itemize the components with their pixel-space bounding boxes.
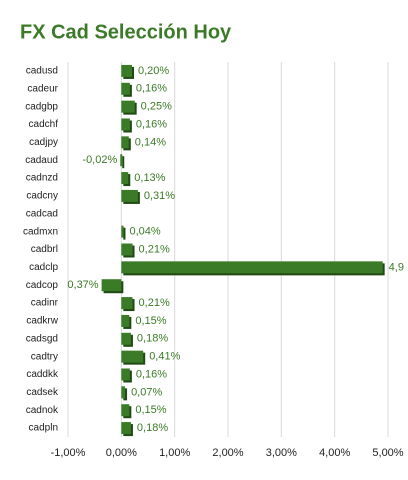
x-tick-label: 1,00% (159, 447, 190, 459)
value-label: 0,15% (135, 404, 166, 416)
value-label: 0,18% (137, 422, 168, 434)
y-tick-label: cadpln (29, 423, 58, 434)
bar (121, 332, 131, 345)
y-tick-label: cadcny (26, 191, 58, 202)
bar (121, 136, 129, 149)
value-label: 0,18% (137, 333, 168, 345)
y-tick-label: cadnok (26, 405, 59, 416)
bar (121, 314, 130, 327)
bar (121, 225, 124, 238)
bar (121, 189, 138, 202)
y-tick-label: cadcad (26, 208, 58, 219)
value-label: 4,9 (389, 261, 404, 273)
bar (121, 350, 144, 363)
y-tick-label: cadaud (25, 155, 58, 166)
value-label: 0,41% (149, 351, 180, 363)
value-label: 0,13% (134, 172, 165, 184)
bar (121, 368, 130, 381)
value-label: 0,21% (139, 243, 170, 255)
y-tick-label: caddkk (26, 369, 59, 380)
value-label: 0,15% (135, 315, 166, 327)
y-tick-label: cadnzd (26, 173, 58, 184)
value-label: 0,04% (129, 226, 160, 238)
y-tick-label: cadinr (31, 298, 59, 309)
y-tick-label: cadjpy (29, 137, 58, 148)
value-label: 0,20% (138, 65, 169, 77)
bar-shadow (122, 156, 125, 169)
value-label: 0,37% (67, 279, 98, 291)
value-label: -0,02% (82, 154, 117, 166)
bar (121, 422, 131, 435)
x-tick-label: 3,00% (266, 447, 297, 459)
y-tick-label: cadchf (29, 119, 59, 130)
x-tick-label: 0,00% (106, 447, 137, 459)
bar (121, 243, 133, 256)
bar (120, 154, 123, 167)
x-tick-label: -1,00% (51, 447, 86, 459)
value-label: 0,16% (136, 83, 167, 95)
y-tick-label: cadtry (31, 351, 58, 362)
bar (121, 261, 383, 274)
bar (121, 100, 135, 113)
bar (121, 172, 129, 185)
x-tick-label: 2,00% (212, 447, 243, 459)
bar-shadow (123, 388, 128, 401)
y-tick-label: cadsek (26, 387, 59, 398)
y-tick-label: cadgbp (25, 101, 58, 112)
value-label: 0,07% (131, 386, 162, 398)
y-tick-label: cadusd (26, 66, 58, 77)
value-label: 0,14% (135, 136, 166, 148)
value-label: 0,16% (136, 368, 167, 380)
value-label: 0,21% (139, 297, 170, 309)
bar (121, 404, 130, 417)
bar (121, 118, 130, 131)
bar (121, 82, 130, 95)
value-label: 0,31% (144, 190, 175, 202)
y-tick-label: cadkrw (26, 316, 58, 327)
bar (121, 386, 126, 399)
y-tick-label: cadcop (26, 280, 59, 291)
y-tick-label: cadmxn (23, 226, 58, 237)
bar (101, 279, 122, 292)
value-label: 0,16% (136, 118, 167, 130)
chart-title: FX Cad Selección Hoy (20, 21, 232, 43)
bar (121, 64, 132, 77)
bar-shadow (123, 227, 126, 240)
y-tick-label: cadsgd (26, 333, 58, 344)
y-tick-label: cadeur (27, 83, 58, 94)
bar (121, 297, 133, 310)
y-tick-label: cadclp (29, 262, 58, 273)
x-tick-label: 4,00% (319, 447, 350, 459)
y-tick-label: cadbrl (31, 244, 58, 255)
value-label: 0,25% (141, 101, 172, 113)
x-tick-label: 5,00% (372, 447, 403, 459)
